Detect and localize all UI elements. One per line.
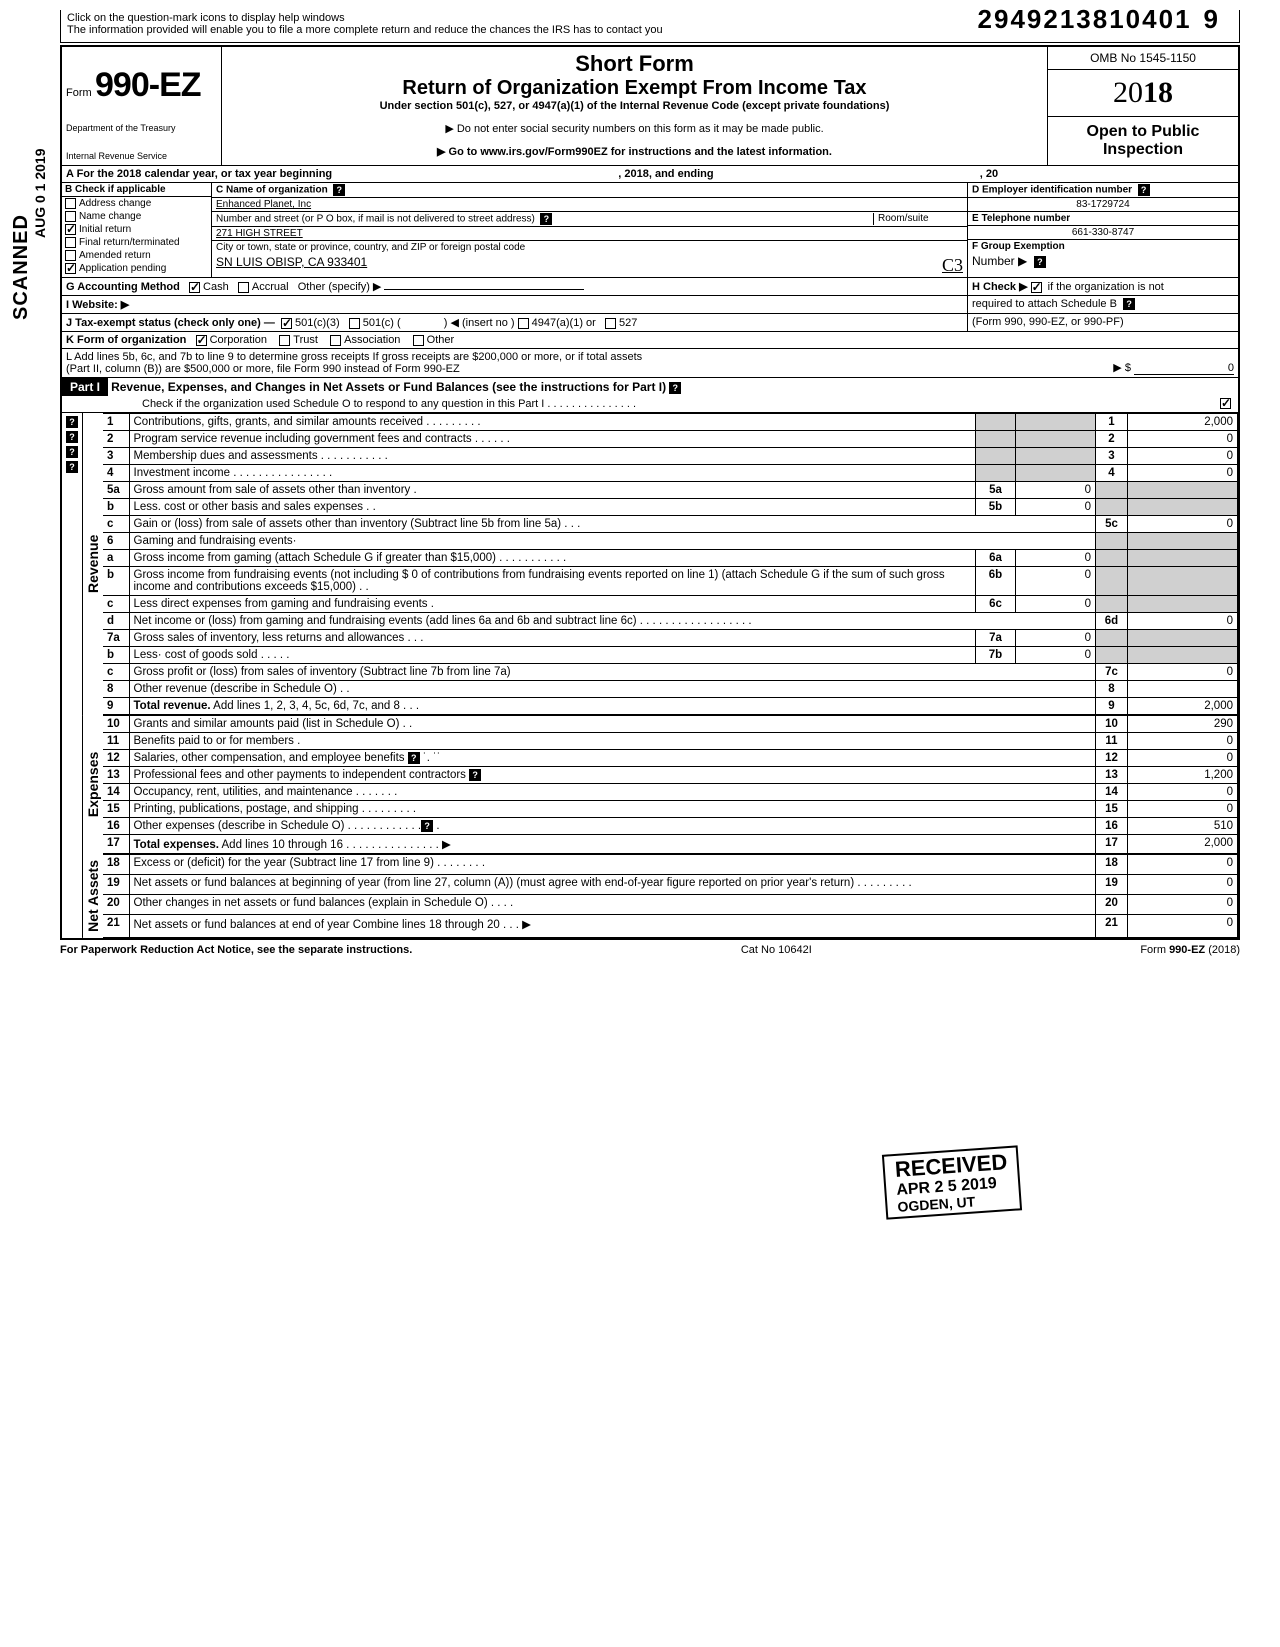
chk-corp[interactable] xyxy=(196,335,207,346)
help-icon[interactable]: ? xyxy=(66,416,78,428)
help-icon[interactable]: ? xyxy=(540,213,552,225)
chk-assoc[interactable] xyxy=(330,335,341,346)
form-990ez: Form 990-EZ Department of the Treasury I… xyxy=(60,45,1240,940)
help-icon[interactable]: ? xyxy=(1138,184,1150,196)
chk-amended[interactable] xyxy=(65,250,76,261)
section-bcdef: B Check if applicable Address change Nam… xyxy=(62,183,1238,278)
chk-501c3[interactable] xyxy=(281,318,292,329)
form-header: Form 990-EZ Department of the Treasury I… xyxy=(62,47,1238,166)
chk-trust[interactable] xyxy=(279,335,290,346)
part1-header: Part I Revenue, Expenses, and Changes in… xyxy=(62,378,1238,413)
help-icon[interactable]: ? xyxy=(469,769,481,781)
netassets-label: Net Assets xyxy=(82,854,103,938)
revenue-label: Revenue xyxy=(82,413,103,715)
chk-501c[interactable] xyxy=(349,318,360,329)
section-def: D Employer identification number ? 83-17… xyxy=(968,183,1238,277)
chk-initial[interactable] xyxy=(65,224,76,235)
section-c: C Name of organization ? Enhanced Planet… xyxy=(212,183,968,277)
open-to-public: Open to PublicInspection xyxy=(1048,117,1238,165)
chk-other[interactable] xyxy=(413,335,424,346)
chk-scho[interactable] xyxy=(1220,398,1231,409)
help-icon[interactable]: ? xyxy=(66,461,78,473)
line-l: L Add lines 5b, 6c, and 7b to line 9 to … xyxy=(62,349,1238,378)
chk-4947[interactable] xyxy=(518,318,529,329)
part1-table: ? ? ? ? Revenue 1Contributions, gifts, g… xyxy=(62,413,1238,715)
help-icon[interactable]: ? xyxy=(1034,256,1046,268)
received-stamp: RECEIVED APR 2 5 2019 OGDEN, UT xyxy=(881,1145,1022,1220)
line-j: J Tax-exempt status (check only one) — 5… xyxy=(62,314,1238,332)
line-gh: G Accounting Method Cash Accrual Other (… xyxy=(62,278,1238,296)
revenue-table: 1Contributions, gifts, grants, and simil… xyxy=(103,413,1238,715)
chk-cash[interactable] xyxy=(189,282,200,293)
barcode-number: 29492138104019 xyxy=(978,4,1220,35)
line-k: K Form of organization Corporation Trust… xyxy=(62,332,1238,349)
section-b: B Check if applicable Address change Nam… xyxy=(62,183,212,277)
date-stamp-side: AUG 0 1 2019 xyxy=(32,149,48,239)
omb-number: OMB No 1545-1150 xyxy=(1048,47,1238,70)
help-icon[interactable]: ? xyxy=(421,820,433,832)
help-icon[interactable]: ? xyxy=(66,431,78,443)
help-icon[interactable]: ? xyxy=(333,184,345,196)
line-a: A For the 2018 calendar year, or tax yea… xyxy=(62,166,1238,183)
line-i: I Website: ▶ required to attach Schedule… xyxy=(62,296,1238,314)
help-col: ? ? ? ? xyxy=(62,413,82,715)
chk-address[interactable] xyxy=(65,198,76,209)
help-icon[interactable]: ? xyxy=(669,382,681,394)
expenses-label: Expenses xyxy=(82,715,103,854)
expenses-table: 10Grants and similar amounts paid (list … xyxy=(103,715,1238,854)
help-icon[interactable]: ? xyxy=(1123,298,1135,310)
chk-name[interactable] xyxy=(65,211,76,222)
chk-accrual[interactable] xyxy=(238,282,249,293)
scanned-stamp: SCANNED xyxy=(10,214,33,320)
help-icon[interactable]: ? xyxy=(408,752,420,764)
page-footer: For Paperwork Reduction Act Notice, see … xyxy=(60,940,1240,956)
netassets-table: 18Excess or (deficit) for the year (Subt… xyxy=(103,854,1238,938)
chk-pending[interactable] xyxy=(65,263,76,274)
title-short-form: Short Form xyxy=(230,51,1039,77)
title-return: Return of Organization Exempt From Incom… xyxy=(230,77,1039,100)
chk-final[interactable] xyxy=(65,237,76,248)
chk-h[interactable] xyxy=(1031,282,1042,293)
help-icon[interactable]: ? xyxy=(66,446,78,458)
chk-527[interactable] xyxy=(605,318,616,329)
tax-year: 2018 xyxy=(1048,70,1238,117)
